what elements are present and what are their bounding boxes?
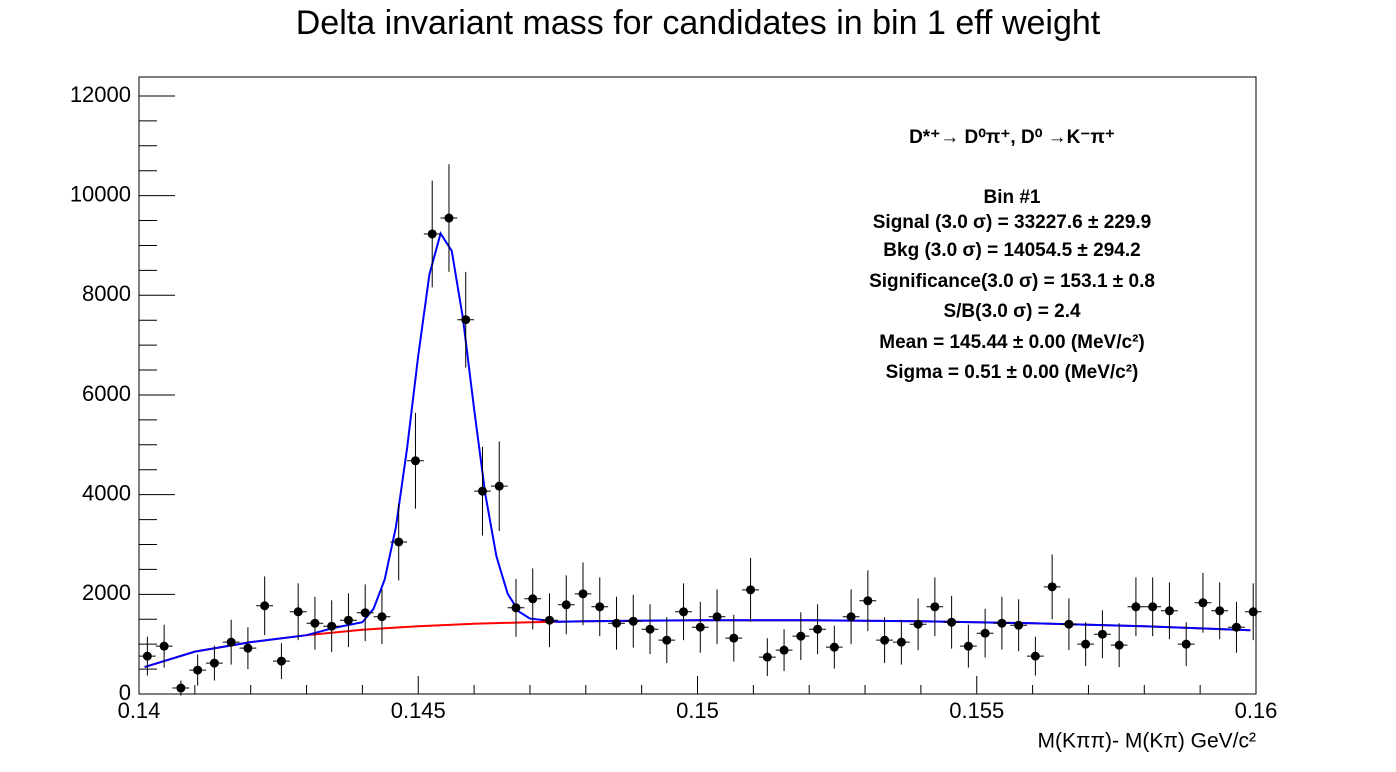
data-point [477,486,487,496]
data-point [930,602,940,612]
chart-title: Delta invariant mass for candidates in b… [296,4,1101,42]
y-tick-label: 2000 [82,580,131,605]
data-point [762,652,772,662]
data-point [226,637,236,647]
annotation: Mean = 145.44 ± 0.00 (MeV/c²) [879,332,1144,353]
data-point [612,618,622,628]
data-point [310,618,320,628]
annotation: Signal (3.0 σ) = 33227.6 ± 229.9 [873,212,1152,233]
data-point [863,596,873,606]
x-tick-label: 0.14 [118,698,161,723]
data-point [159,641,169,651]
data-point [1164,606,1174,616]
data-point [628,616,638,626]
data-point [1231,622,1241,632]
data-point [1097,629,1107,639]
annotation: Sigma = 0.51 ± 0.00 (MeV/c²) [886,362,1139,383]
data-point [662,635,672,645]
data-point [444,213,454,223]
data-point [209,658,219,668]
data-point [997,618,1007,628]
data-point [1198,598,1208,608]
y-tick-label: 10000 [70,181,131,206]
data-point [260,601,270,611]
data-point [276,656,286,666]
data-point [1148,602,1158,612]
data-point [1248,607,1258,617]
data-point [193,665,203,675]
x-tick-label: 0.155 [949,698,1004,723]
x-tick-label: 0.145 [391,698,446,723]
data-point [896,637,906,647]
data-point [511,603,521,613]
data-point [796,631,806,641]
y-tick-label: 6000 [82,381,131,406]
data-point [947,617,957,627]
data-point [394,537,404,547]
data-point [880,635,890,645]
data-point [293,607,303,617]
data-point [377,612,387,622]
annotation: Bin #1 [983,187,1040,208]
y-tick-label: 8000 [82,281,131,306]
annotation: D*⁺→ D⁰π⁺, D⁰ →K⁻π⁺ [909,127,1115,148]
data-point [1114,640,1124,650]
data-point [578,589,588,599]
annotation: Significance(3.0 σ) = 153.1 ± 0.8 [869,271,1155,292]
data-point [528,594,538,604]
annotation: S/B(3.0 σ) = 2.4 [943,301,1081,322]
data-point [1181,639,1191,649]
data-point [1030,651,1040,661]
annotation: Bkg (3.0 σ) = 14054.5 ± 294.2 [883,240,1140,261]
data-point [142,651,152,661]
x-axis-label: M(Kππ)- M(Kπ) GeV/c² [1038,730,1256,753]
y-tick-label: 12000 [70,82,131,107]
data-point [1047,582,1057,592]
data-point [360,608,370,618]
data-point [561,600,571,610]
data-point [595,602,605,612]
data-point [813,624,823,634]
data-point [829,642,839,652]
data-point [176,683,186,693]
data-point [679,607,689,617]
data-point [1081,639,1091,649]
data-point [461,315,471,325]
data-point [343,615,353,625]
data-point [544,615,554,625]
data-point [645,624,655,634]
x-tick-label: 0.16 [1235,698,1278,723]
data-point [494,481,504,491]
data-point [779,645,789,655]
data-point [980,628,990,638]
y-tick-label: 0 [119,680,131,705]
x-tick-label: 0.15 [676,698,719,723]
y-tick-label: 4000 [82,480,131,505]
data-point [729,633,739,643]
data-point [846,612,856,622]
data-point [695,622,705,632]
data-point [1014,620,1024,630]
data-point [1215,606,1225,616]
data-point [410,456,420,466]
data-point [746,585,756,595]
data-point [1131,602,1141,612]
data-point [243,643,253,653]
data-point [1064,619,1074,629]
data-point [963,641,973,651]
data-point [327,621,337,631]
data-point [712,612,722,622]
data-point [427,229,437,239]
data-point [913,619,923,629]
